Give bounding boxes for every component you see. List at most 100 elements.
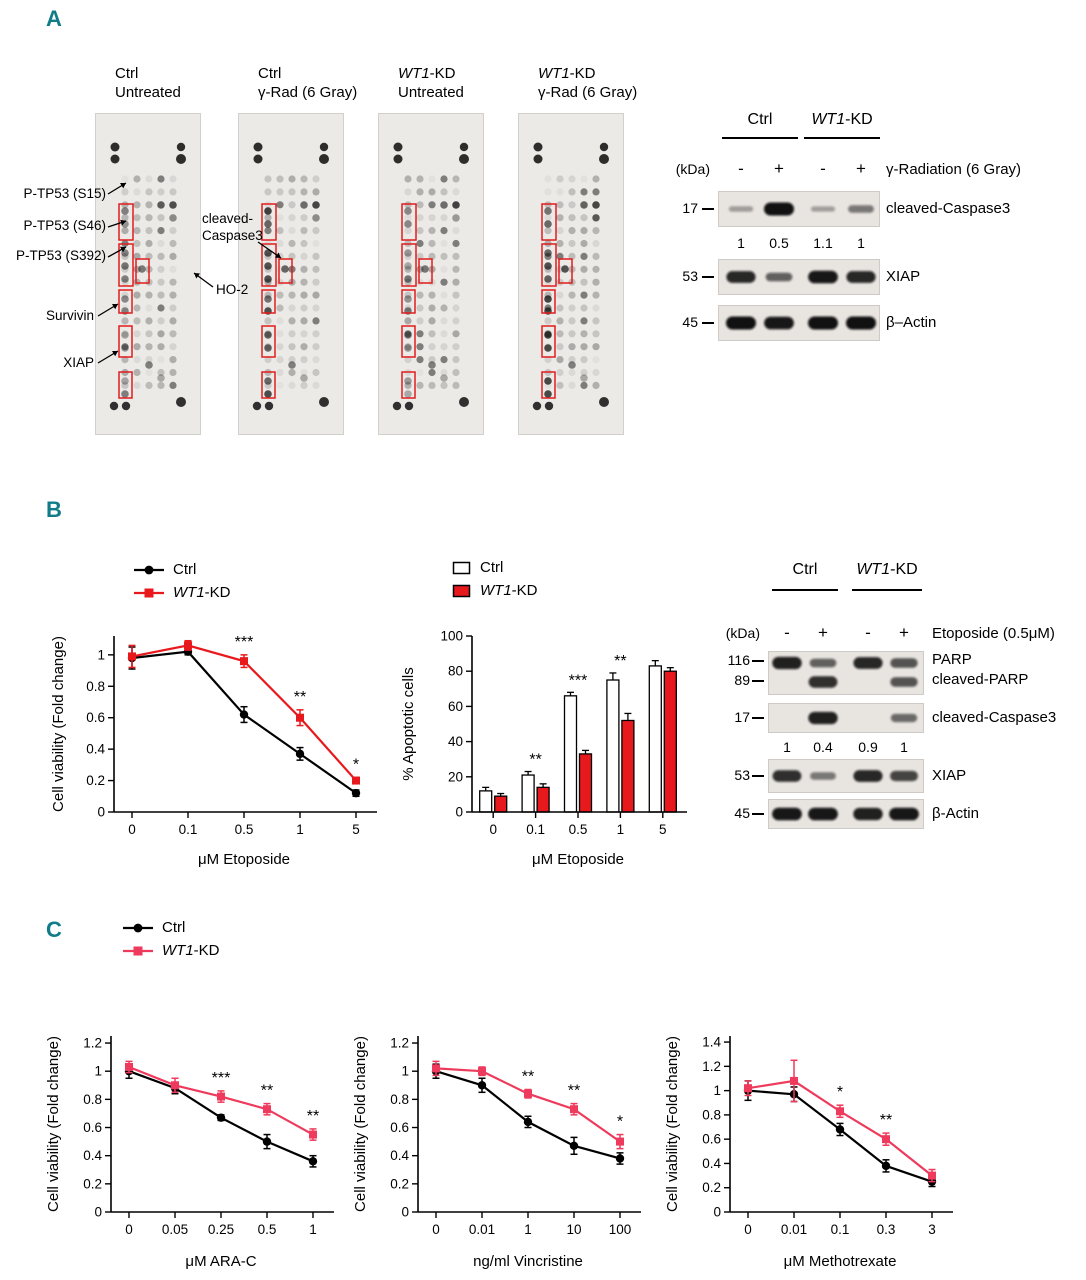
y-tick-label: 60 [448, 699, 463, 714]
blot-strip [768, 799, 924, 829]
band-quantification: 0.9 [858, 739, 878, 755]
x-axis-label: μM Etoposide [198, 851, 290, 868]
protein-spot [157, 188, 165, 196]
signal-spot [404, 207, 412, 215]
protein-spot [169, 291, 177, 299]
protein-spot [440, 188, 448, 196]
dot-blot-svg [378, 113, 484, 435]
protein-band [853, 807, 883, 821]
y-tick-label: 1 [713, 1083, 721, 1098]
x-tick-label: 5 [659, 822, 667, 837]
legend-b-line: Ctrl WT1-KD [133, 558, 231, 604]
signal-spot [264, 207, 272, 215]
highlight-box [558, 258, 573, 284]
y-tick-label: 0.4 [702, 1156, 721, 1171]
lane-group-label: Ctrl [747, 111, 773, 128]
protein-spot [169, 227, 177, 235]
protein-spot [440, 368, 448, 377]
protein-spot [556, 188, 564, 196]
western-blot-panel-b: Ctrl WT1-KD (kDa) - + - + Etoposide (0.5μM) 116 8… [720, 555, 1086, 845]
protein-spot [556, 330, 564, 338]
protein-spot [312, 227, 320, 235]
protein-spot [580, 265, 588, 273]
protein-spot [440, 239, 448, 248]
protein-spot [544, 356, 552, 364]
signal-spot [544, 220, 552, 228]
spot-label: P-TP53 (S392) [15, 248, 106, 263]
chart-viability-methotrexate: 0 0.2 0.4 0.6 0.8 1 1.2 1.4 μM Methotrexate Cell … [664, 1000, 964, 1276]
bar [479, 790, 493, 813]
signal-spot [121, 295, 129, 303]
y-tick-label: 0.8 [83, 1092, 102, 1107]
protein-spot [133, 201, 141, 209]
protein-spot [300, 239, 308, 248]
signal-spot [288, 361, 296, 369]
signal-spot [121, 390, 129, 398]
protein-band [890, 770, 918, 782]
kda-header: (kDa) [675, 161, 710, 177]
x-axis-label: μM Methotrexate [784, 1253, 897, 1270]
x-tick-label: 0.05 [162, 1222, 188, 1237]
data-point [351, 788, 361, 798]
treatment-sign: - [820, 159, 826, 178]
signal-spot [264, 275, 272, 283]
data-point [125, 1062, 133, 1071]
protein-spot [592, 278, 600, 286]
kda-value: 53 [682, 268, 698, 284]
protein-spot [169, 381, 177, 389]
protein-spot [276, 239, 284, 248]
protein-spot [580, 343, 588, 351]
protein-spot [452, 368, 460, 377]
protein-spot [592, 265, 600, 273]
protein-spot [145, 304, 153, 312]
protein-spot [440, 381, 448, 389]
protein-spot [592, 356, 600, 364]
y-tick-label: 1.2 [702, 1059, 721, 1074]
signal-spot [580, 201, 588, 209]
protein-spot [544, 188, 552, 196]
protein-spot [169, 368, 177, 377]
y-tick-label: 0.2 [86, 773, 105, 788]
data-point [240, 657, 248, 666]
y-tick-label: 0.2 [83, 1176, 102, 1191]
y-tick-label: 0.2 [702, 1180, 721, 1195]
data-point [432, 1064, 440, 1073]
ho2-label: HO-2 [216, 282, 249, 297]
highlight-box [541, 243, 557, 287]
protein-spot [145, 188, 153, 196]
kda-value: 45 [682, 314, 698, 330]
data-point [524, 1089, 532, 1098]
protein-spot [145, 214, 153, 222]
protein-band [772, 656, 802, 670]
signal-spot [544, 390, 552, 398]
signal-spot [561, 265, 569, 273]
kda-value: 89 [734, 672, 750, 688]
reference-spot [459, 397, 469, 407]
protein-spot [452, 265, 460, 273]
reference-spot [533, 142, 543, 152]
protein-spot [169, 330, 177, 338]
protein-spot [264, 227, 272, 235]
protein-spot [404, 252, 412, 260]
lane-group-underline [722, 137, 798, 139]
signal-spot [544, 262, 552, 270]
y-tick-label: 0.2 [390, 1176, 409, 1191]
protein-spot [288, 330, 296, 338]
protein-spot [428, 343, 436, 351]
spot-label: P-TP53 (S46) [23, 218, 106, 233]
reference-spot [599, 154, 609, 164]
protein-spot [416, 368, 424, 377]
protein-spot [121, 317, 129, 325]
y-tick-label: 40 [448, 734, 463, 749]
protein-spot [440, 227, 448, 235]
highlight-box [401, 371, 416, 399]
protein-spot [556, 291, 564, 299]
protein-spot [580, 188, 588, 196]
y-tick-label: 0 [97, 805, 105, 820]
protein-band [726, 316, 756, 330]
y-axis-label: % Apoptotic cells [400, 667, 417, 780]
protein-spot [428, 381, 436, 389]
x-tick-label: 0 [125, 1222, 133, 1237]
protein-spot [133, 278, 141, 286]
kda-tick [702, 276, 714, 278]
